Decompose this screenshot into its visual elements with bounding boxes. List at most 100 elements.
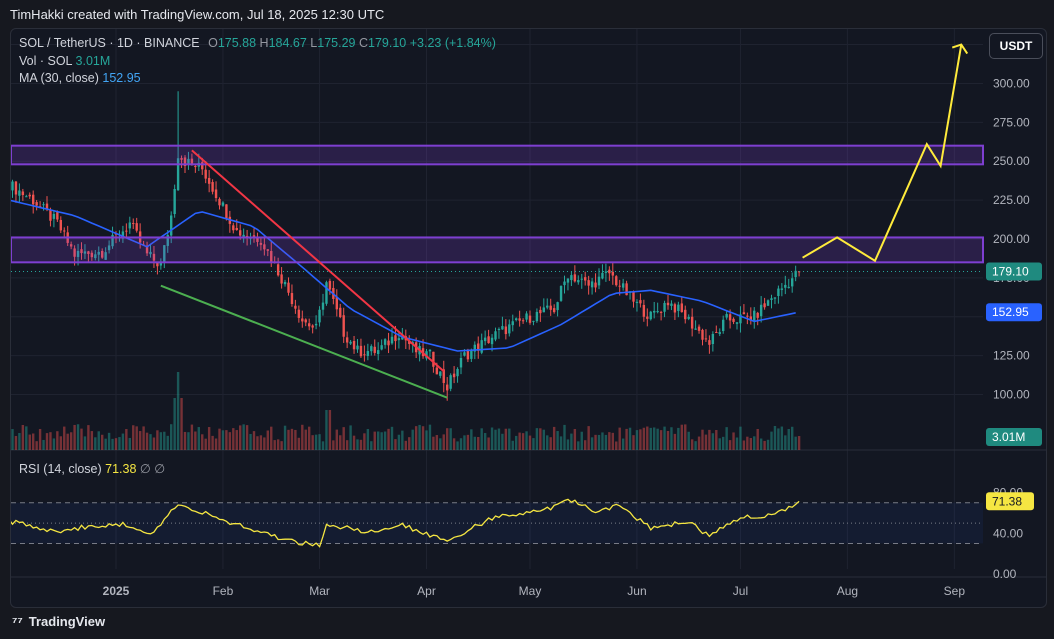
candle-body	[390, 336, 394, 344]
volume-bar	[311, 435, 314, 450]
candle-body	[394, 335, 397, 342]
volume-bar	[577, 441, 580, 450]
volume-bar	[125, 429, 128, 450]
volume-bar	[615, 441, 618, 450]
candle-body	[722, 319, 725, 331]
volume-bar	[483, 433, 487, 450]
price-tick-label: 200.00	[993, 232, 1030, 246]
resistance-zone	[11, 144, 984, 166]
currency-button[interactable]: USDT	[989, 33, 1043, 59]
candle-body	[135, 223, 138, 231]
volume-label[interactable]: Vol · SOL	[19, 54, 73, 68]
volume-bar	[777, 428, 780, 450]
last-price-tag-bg	[986, 262, 1042, 281]
candle-body	[352, 340, 356, 350]
volume-bar	[383, 431, 387, 450]
volume-bar	[580, 431, 583, 450]
volume-bar	[145, 432, 149, 450]
candle-body	[252, 235, 256, 237]
candle-body	[245, 235, 249, 237]
candle-body	[97, 251, 100, 255]
volume-bar	[428, 424, 432, 450]
volume-bar	[111, 438, 114, 450]
volume-bar	[763, 440, 766, 450]
volume-bar	[197, 427, 200, 450]
resistance-zone	[11, 236, 984, 264]
candle-body	[470, 350, 473, 359]
candle-body	[42, 204, 45, 206]
candle-body	[511, 321, 514, 326]
candle-body	[684, 309, 687, 320]
volume-bar	[152, 437, 156, 450]
volume-bar	[435, 435, 439, 450]
volume-bar	[225, 430, 228, 450]
candle-body	[677, 304, 680, 311]
candle-body	[597, 276, 601, 286]
candle-body	[266, 249, 269, 251]
candle-body	[791, 278, 794, 287]
candle-body	[94, 254, 97, 259]
volume-bar	[666, 430, 670, 450]
candle-body	[101, 250, 104, 258]
volume-bar	[59, 436, 62, 450]
candle-body	[659, 311, 663, 313]
volume-bar	[687, 431, 690, 450]
volume-bar	[408, 437, 411, 450]
volume-bar	[773, 425, 777, 450]
volume-bar	[501, 433, 504, 450]
volume-bar	[535, 428, 539, 450]
volume-bar	[118, 437, 121, 450]
candle-body	[76, 250, 80, 257]
candle-body	[594, 282, 597, 288]
ma-label[interactable]: MA (30, close)	[19, 71, 99, 85]
chart-panel[interactable]: 100.00125.00150.00175.00200.00225.00250.…	[10, 28, 1047, 608]
volume-bar	[497, 428, 501, 450]
volume-bar	[314, 434, 318, 450]
symbol-legend: SOL / TetherUS · 1D · BINANCE O175.88 H1…	[19, 36, 496, 50]
price-chart-svg[interactable]: 100.00125.00150.00175.00200.00225.00250.…	[11, 29, 1046, 607]
volume-bar	[132, 425, 135, 450]
volume-bar	[608, 432, 611, 450]
candle-body	[601, 272, 604, 279]
ma-price-tag-bg	[986, 303, 1042, 322]
candle-body	[342, 315, 345, 337]
candle-body	[746, 315, 749, 317]
candle-body	[263, 244, 266, 250]
candle-body	[508, 324, 511, 334]
candle-body	[387, 340, 390, 346]
volume-bar	[201, 434, 204, 450]
candle-body	[763, 303, 766, 308]
candle-body	[701, 329, 704, 340]
volume-bar	[45, 433, 49, 450]
volume-bar	[573, 429, 577, 450]
rsi-line	[11, 498, 800, 548]
rsi-extra: ∅ ∅	[139, 462, 166, 476]
candle-body	[742, 312, 746, 315]
projection-arrowhead	[951, 43, 969, 55]
candle-body	[166, 234, 169, 246]
volume-bar	[273, 440, 276, 450]
candle-body	[497, 328, 501, 331]
candle-body	[525, 313, 528, 320]
volume-bar	[508, 428, 511, 450]
rsi-label[interactable]: RSI (14, close)	[19, 462, 102, 476]
volume-bar	[235, 430, 238, 450]
candle-body	[463, 352, 466, 356]
candle-body	[363, 354, 366, 356]
volume-bar	[266, 430, 269, 450]
candle-body	[280, 274, 283, 284]
candle-body	[235, 227, 238, 231]
candle-body	[435, 367, 439, 375]
volume-bar	[80, 428, 83, 450]
volume-bar	[239, 425, 242, 450]
candle-body	[456, 368, 459, 377]
volume-bar	[570, 433, 573, 450]
symbol-name[interactable]: SOL / TetherUS · 1D · BINANCE	[19, 36, 200, 50]
volume-bar	[794, 436, 797, 450]
candle-body	[11, 181, 14, 191]
volume-bar	[684, 424, 687, 450]
volume-bar	[180, 398, 183, 450]
volume-bar	[18, 433, 21, 450]
candle-body	[45, 203, 49, 210]
volume-bar	[328, 410, 332, 450]
